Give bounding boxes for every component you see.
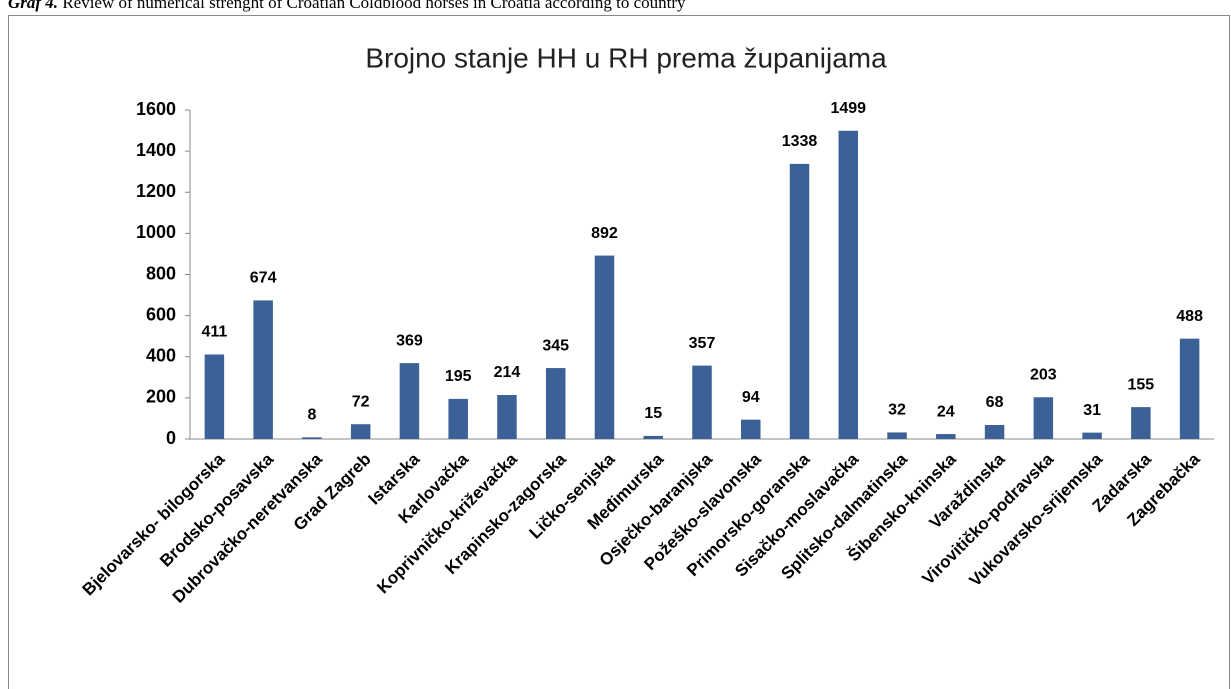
caption: Graf 4. Review of numerical strenght of … — [8, 0, 686, 12]
y-tick-label: 400 — [146, 346, 176, 366]
data-label: 674 — [250, 270, 277, 287]
y-tick-label: 600 — [146, 304, 176, 324]
bar — [350, 424, 371, 439]
data-label: 155 — [1128, 376, 1155, 393]
data-label: 488 — [1176, 308, 1203, 325]
bar — [936, 434, 956, 439]
data-label: 15 — [644, 405, 662, 422]
y-tick-label: 1000 — [136, 222, 176, 242]
data-label: 214 — [494, 364, 521, 381]
y-tick-label: 1400 — [136, 140, 176, 160]
data-label: 892 — [591, 225, 618, 242]
data-label: 8 — [307, 407, 316, 424]
bar — [692, 365, 712, 439]
bar — [1131, 407, 1151, 439]
bar — [741, 419, 761, 439]
bar — [302, 437, 322, 439]
bar — [594, 255, 615, 439]
bar — [789, 163, 810, 439]
bar — [984, 425, 1005, 439]
data-label: 357 — [689, 335, 716, 352]
data-label: 94 — [742, 389, 760, 406]
bar — [1179, 338, 1200, 439]
y-tick-label: 800 — [146, 263, 176, 283]
data-label: 24 — [937, 403, 955, 420]
y-tick-label: 200 — [146, 387, 176, 407]
bar — [253, 300, 273, 439]
bar — [838, 130, 859, 439]
chart-title: Brojno stanje HH u RH prema županijama — [365, 42, 887, 73]
data-label: 31 — [1083, 402, 1101, 419]
bar — [399, 363, 420, 439]
bar — [545, 368, 566, 439]
data-label: 32 — [888, 402, 906, 419]
bar — [1082, 432, 1102, 439]
data-label: 195 — [445, 368, 472, 385]
x-tick-label: Ličko-senjska — [526, 449, 619, 542]
y-tick-label: 1200 — [136, 181, 176, 201]
bar — [643, 435, 663, 439]
bar — [497, 394, 517, 439]
data-label: 369 — [396, 332, 423, 349]
y-tick-label: 0 — [166, 428, 176, 448]
data-label: 68 — [986, 394, 1004, 411]
data-label: 1499 — [830, 100, 866, 117]
bar — [448, 398, 468, 439]
chart-border — [8, 15, 1230, 689]
data-label: 345 — [542, 337, 569, 354]
bar — [887, 432, 907, 439]
data-label: 1338 — [782, 133, 818, 150]
bar — [1033, 397, 1054, 439]
y-tick-label: 1600 — [136, 99, 176, 119]
data-label: 72 — [352, 393, 370, 410]
data-label: 203 — [1030, 366, 1057, 383]
caption-text: Review of numerical strenght of Croatian… — [62, 0, 686, 12]
bar — [204, 354, 225, 439]
caption-label: Graf 4. — [8, 0, 58, 12]
data-label: 411 — [201, 324, 227, 341]
